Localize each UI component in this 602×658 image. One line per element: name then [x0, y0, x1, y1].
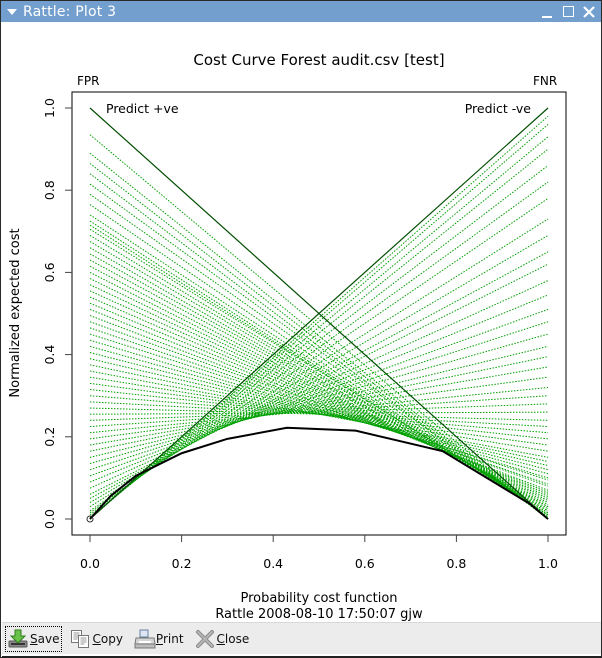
- minimize-button[interactable]: [538, 3, 556, 21]
- print-icon: [134, 629, 156, 649]
- save-label: Save: [30, 631, 60, 646]
- threshold-line: [89, 321, 549, 487]
- x-axis-label: Probability cost function: [240, 591, 397, 606]
- threshold-line: [89, 308, 549, 493]
- y-tick-label: 0.8: [42, 180, 57, 200]
- threshold-line: [89, 333, 549, 464]
- window-title: Rattle: Plot 3: [23, 3, 117, 20]
- chart-title: Cost Curve Forest audit.csv [test]: [193, 51, 444, 69]
- toolbar: Save Copy Print Close: [2, 622, 601, 658]
- corner-label-fpr: FPR: [77, 74, 99, 88]
- plot-area: Cost Curve Forest audit.csv [test] FPR F…: [2, 22, 601, 622]
- y-tick-label: 0.0: [42, 509, 57, 529]
- y-axis-label: Normalized expected cost: [8, 228, 23, 397]
- x-tick-label: 0.0: [80, 556, 100, 571]
- annotation-predict-negative: Predict -ve: [465, 101, 532, 116]
- x-tick-label: 0.4: [263, 556, 283, 571]
- trivial-line: [89, 107, 549, 520]
- threshold-line: [89, 345, 549, 475]
- x-tick-label: 0.8: [446, 556, 466, 571]
- chart-subtitle: Rattle 2008-08-10 17:50:07 gjw: [215, 607, 423, 622]
- window-menu-icon[interactable]: [7, 8, 17, 15]
- close-icon: [195, 629, 215, 649]
- threshold-lines: [89, 115, 549, 520]
- trivial-lines: [89, 107, 549, 520]
- threshold-line: [89, 345, 549, 458]
- y-axis: 0.0 0.2 0.4 0.6 0.8 1.0: [42, 98, 72, 529]
- close-label: Close: [216, 631, 250, 646]
- threshold-line: [89, 263, 549, 495]
- threshold-line: [89, 296, 549, 497]
- copy-icon: [70, 629, 90, 649]
- y-tick-label: 0.6: [42, 262, 57, 282]
- threshold-line: [89, 315, 549, 491]
- threshold-line: [89, 165, 549, 516]
- x-tick-label: 0.6: [355, 556, 375, 571]
- threshold-line: [89, 366, 549, 446]
- threshold-line: [89, 181, 549, 514]
- maximize-icon: [562, 6, 574, 17]
- threshold-line: [89, 198, 549, 512]
- y-tick-label: 1.0: [42, 98, 57, 118]
- threshold-line: [89, 204, 549, 518]
- title-bar[interactable]: Rattle: Plot 3: [1, 1, 601, 22]
- threshold-line: [89, 253, 549, 510]
- threshold-line: [89, 278, 549, 504]
- copy-label: Copy: [92, 631, 123, 646]
- window-bottom-border: [2, 656, 601, 658]
- threshold-line: [89, 308, 549, 477]
- threshold-line: [89, 214, 549, 516]
- save-button[interactable]: Save: [5, 625, 63, 652]
- threshold-line: [89, 407, 549, 421]
- threshold-line: [89, 163, 549, 520]
- cost-curve-chart: Cost Curve Forest audit.csv [test] FPR F…: [8, 51, 567, 622]
- x-axis: 0.0 0.2 0.4 0.6 0.8 1.0: [80, 535, 558, 571]
- threshold-line: [89, 234, 549, 503]
- threshold-line: [89, 321, 549, 471]
- threshold-line: [89, 115, 549, 520]
- maximize-button[interactable]: [559, 3, 577, 21]
- x-tick-label: 0.2: [172, 556, 192, 571]
- threshold-line: [89, 376, 549, 440]
- lower-envelope-curve: [89, 426, 549, 520]
- threshold-line: [89, 327, 549, 485]
- plot-box: [71, 91, 567, 536]
- threshold-line: [89, 148, 549, 518]
- threshold-line: [89, 224, 549, 516]
- y-tick-label: 0.4: [42, 345, 57, 365]
- threshold-line: [89, 193, 549, 518]
- corner-label-fnr: FNR: [533, 74, 557, 88]
- origin-point: [86, 515, 94, 523]
- close-window-button[interactable]: [580, 3, 598, 21]
- save-icon: [8, 629, 28, 649]
- threshold-line: [89, 218, 549, 508]
- minimize-icon: [542, 15, 552, 18]
- close-button[interactable]: Close: [192, 626, 253, 652]
- threshold-line: [89, 265, 549, 508]
- close-icon: [583, 5, 595, 18]
- threshold-line: [89, 370, 549, 458]
- threshold-line: [89, 259, 549, 508]
- threshold-line: [89, 411, 549, 415]
- threshold-line: [89, 333, 549, 481]
- threshold-line: [89, 134, 549, 520]
- print-label: Print: [155, 631, 184, 646]
- threshold-line: [89, 234, 549, 514]
- y-tick-label: 0.2: [42, 427, 57, 447]
- threshold-line: [89, 220, 549, 516]
- threshold-line: [89, 403, 549, 421]
- print-button[interactable]: Print: [131, 626, 187, 652]
- copy-button[interactable]: Copy: [67, 626, 125, 652]
- x-tick-label: 1.0: [538, 556, 558, 571]
- threshold-line: [89, 136, 549, 519]
- annotation-predict-positive: Predict +ve: [106, 101, 179, 116]
- threshold-line: [89, 251, 549, 499]
